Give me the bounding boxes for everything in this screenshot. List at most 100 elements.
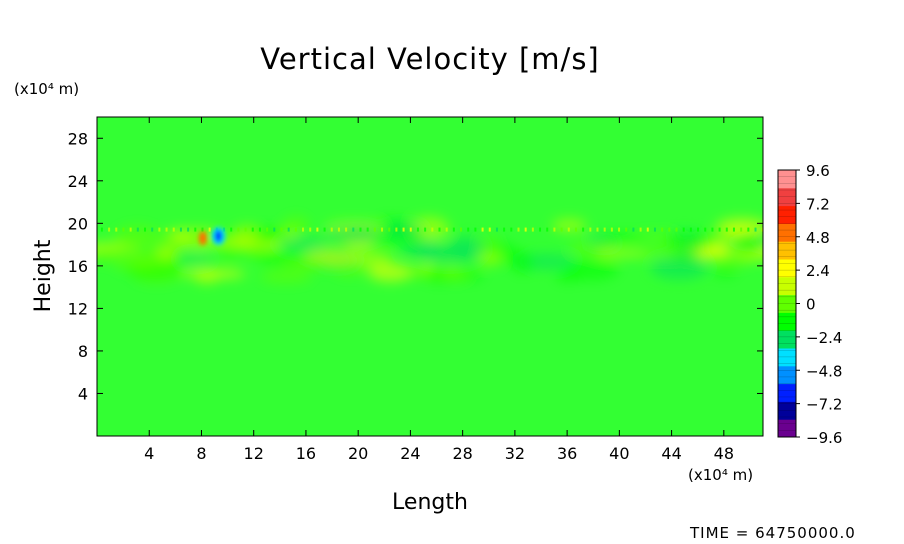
ripple-mark xyxy=(416,227,419,232)
colorbar-label: 9.6 xyxy=(806,162,830,180)
colorbar-segment xyxy=(778,365,796,385)
ripple-mark xyxy=(237,227,240,232)
colorbar-segment xyxy=(778,348,796,367)
ripple-mark xyxy=(517,227,520,232)
ripple-mark xyxy=(100,227,103,232)
x-tick-label: 16 xyxy=(296,444,316,463)
colorbar-segment xyxy=(778,294,796,313)
ripple-mark xyxy=(280,227,283,232)
ripple-mark xyxy=(179,227,182,232)
ripple-mark xyxy=(625,227,628,232)
ripple-mark xyxy=(266,227,269,232)
colorbar-label: 2.4 xyxy=(806,262,830,280)
y-tick-label: 12 xyxy=(68,299,88,318)
ripple-mark xyxy=(388,227,391,232)
updraft-spot xyxy=(198,231,207,246)
ripple-mark xyxy=(761,227,763,232)
wave-cell xyxy=(475,237,500,246)
ripple-mark xyxy=(675,227,678,232)
ripple-mark xyxy=(151,227,154,232)
wave-cell xyxy=(232,225,262,245)
wave-cell xyxy=(177,254,213,264)
colorbar-label: −4.8 xyxy=(806,362,842,380)
colorbar-label: 0 xyxy=(806,296,816,314)
colorbar-label: 7.2 xyxy=(806,195,830,213)
ripple-mark xyxy=(381,227,384,232)
y-tick-label: 8 xyxy=(78,342,88,361)
ripple-mark xyxy=(136,227,139,232)
ripple-mark xyxy=(596,227,599,232)
ripple-mark xyxy=(603,227,606,232)
ripple-mark xyxy=(424,227,427,232)
ripple-mark xyxy=(589,227,592,232)
x-tick-label: 24 xyxy=(400,444,420,463)
wave-cell xyxy=(115,225,160,249)
ripple-mark xyxy=(467,227,470,232)
wave-cell xyxy=(97,245,139,255)
wave-cell xyxy=(733,231,763,255)
ripple-mark xyxy=(682,227,685,232)
colorbar-segment xyxy=(778,187,796,207)
ripple-mark xyxy=(323,227,326,232)
ripple-mark xyxy=(740,227,743,232)
ripple-mark xyxy=(402,227,405,232)
wave-cell xyxy=(194,269,219,284)
ripple-mark xyxy=(560,227,563,232)
ripple-mark xyxy=(373,227,376,232)
ripple-mark xyxy=(359,227,362,232)
ripple-line xyxy=(100,227,763,232)
ripple-mark xyxy=(158,227,161,232)
x-tick-label: 28 xyxy=(452,444,472,463)
ripple-mark xyxy=(409,227,412,232)
wave-cell xyxy=(663,233,717,249)
ripple-mark xyxy=(172,227,175,232)
ripple-mark xyxy=(208,227,211,232)
ripple-mark xyxy=(302,227,305,232)
colorbar-segment xyxy=(778,170,796,189)
ripple-mark xyxy=(747,227,750,232)
ripple-mark xyxy=(223,227,226,232)
wave-cell xyxy=(551,218,587,233)
ripple-mark xyxy=(632,227,635,232)
wave-cell xyxy=(280,257,326,270)
ripple-mark xyxy=(653,227,656,232)
ripple-mark xyxy=(732,227,735,232)
x-tick-label: 20 xyxy=(348,444,368,463)
wave-cell xyxy=(113,254,157,272)
x-tick-label: 48 xyxy=(714,444,734,463)
colorbar-segment xyxy=(778,419,796,438)
ripple-mark xyxy=(618,227,621,232)
ripple-mark xyxy=(503,227,506,232)
ripple-mark xyxy=(345,227,348,232)
ripple-mark xyxy=(510,227,513,232)
colorbar-label: −9.6 xyxy=(806,429,842,447)
x-axis-unit: (x10⁴ m) xyxy=(688,466,754,484)
colorbar-segment xyxy=(778,312,796,331)
wave-cell xyxy=(593,249,648,259)
ripple-mark xyxy=(531,227,534,232)
ripple-mark xyxy=(495,227,498,232)
downdraft xyxy=(198,227,226,246)
wave-cell xyxy=(155,231,218,245)
ripple-mark xyxy=(366,227,369,232)
ripple-mark xyxy=(194,227,197,232)
ripple-mark xyxy=(661,227,664,232)
y-axis-unit: (x10⁴ m) xyxy=(14,80,80,98)
ripple-mark xyxy=(309,227,312,232)
ripple-mark xyxy=(201,227,204,232)
x-tick-label: 8 xyxy=(196,444,206,463)
ripple-mark xyxy=(567,227,570,232)
x-tick-label: 32 xyxy=(505,444,525,463)
colorbar-segment xyxy=(778,276,796,296)
ripple-mark xyxy=(445,227,448,232)
ripple-mark xyxy=(251,227,254,232)
colorbar-segment xyxy=(778,259,796,278)
x-axis: 4 8 12 16 20 24 28 32 36 40 44 48 xyxy=(144,117,734,463)
colorbar-label: 4.8 xyxy=(806,229,830,247)
ripple-mark xyxy=(287,227,290,232)
ripple-mark xyxy=(689,227,692,232)
x-tick-label: 40 xyxy=(609,444,629,463)
y-tick-label: 16 xyxy=(68,257,88,276)
ripple-mark xyxy=(725,227,728,232)
